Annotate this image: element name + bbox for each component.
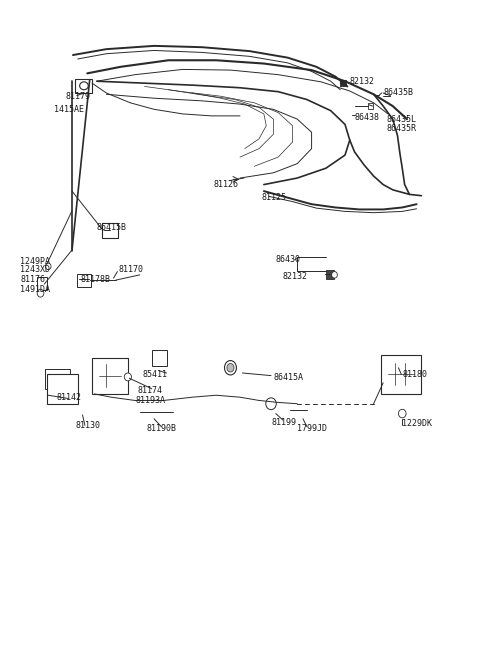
Text: 82132: 82132 (350, 78, 375, 86)
Ellipse shape (45, 263, 51, 269)
FancyBboxPatch shape (102, 223, 118, 238)
Ellipse shape (332, 271, 337, 278)
Bar (75, 79, 92, 93)
Bar (340, 80, 346, 87)
Text: 1249PA: 1249PA (21, 257, 50, 265)
Text: 86430: 86430 (276, 256, 301, 264)
Text: 81170: 81170 (118, 265, 144, 274)
FancyBboxPatch shape (36, 277, 47, 290)
FancyBboxPatch shape (77, 273, 91, 286)
Bar (326, 270, 335, 279)
Text: 81142: 81142 (56, 393, 81, 401)
Text: 81178B: 81178B (80, 275, 110, 284)
Text: 81179: 81179 (66, 92, 91, 101)
FancyBboxPatch shape (45, 369, 70, 390)
Text: 81180: 81180 (402, 370, 427, 379)
Ellipse shape (124, 373, 132, 381)
Text: 86435B: 86435B (383, 89, 413, 97)
Text: 81190B: 81190B (147, 424, 177, 433)
FancyBboxPatch shape (92, 358, 128, 394)
Text: 82132: 82132 (283, 271, 308, 281)
Text: 86438: 86438 (355, 113, 380, 122)
Text: 86415B: 86415B (97, 223, 127, 232)
Ellipse shape (266, 398, 276, 409)
Text: 85411: 85411 (142, 370, 167, 379)
Ellipse shape (227, 363, 234, 372)
Text: 1491DA: 1491DA (21, 284, 50, 294)
Text: 1799JD: 1799JD (297, 424, 327, 433)
Text: 81125: 81125 (262, 193, 287, 202)
Ellipse shape (80, 82, 88, 90)
Text: 1229DK: 1229DK (402, 419, 432, 428)
Text: 81193A: 81193A (135, 396, 165, 405)
Ellipse shape (37, 289, 44, 297)
Text: 81130: 81130 (75, 421, 100, 430)
Text: 86415A: 86415A (274, 373, 303, 382)
Text: 86435R: 86435R (387, 124, 417, 133)
Bar (368, 102, 372, 109)
Ellipse shape (398, 409, 406, 418)
Ellipse shape (225, 361, 237, 375)
Text: 81199: 81199 (271, 418, 296, 426)
Text: 1415AE: 1415AE (54, 105, 84, 114)
FancyBboxPatch shape (152, 350, 168, 366)
FancyBboxPatch shape (381, 355, 421, 394)
Text: 81174: 81174 (137, 386, 162, 395)
Text: 81176: 81176 (21, 275, 46, 284)
Text: 1243XD: 1243XD (21, 265, 50, 274)
Text: 81126: 81126 (214, 180, 239, 189)
Text: 86435L: 86435L (387, 115, 417, 124)
FancyBboxPatch shape (47, 374, 78, 404)
